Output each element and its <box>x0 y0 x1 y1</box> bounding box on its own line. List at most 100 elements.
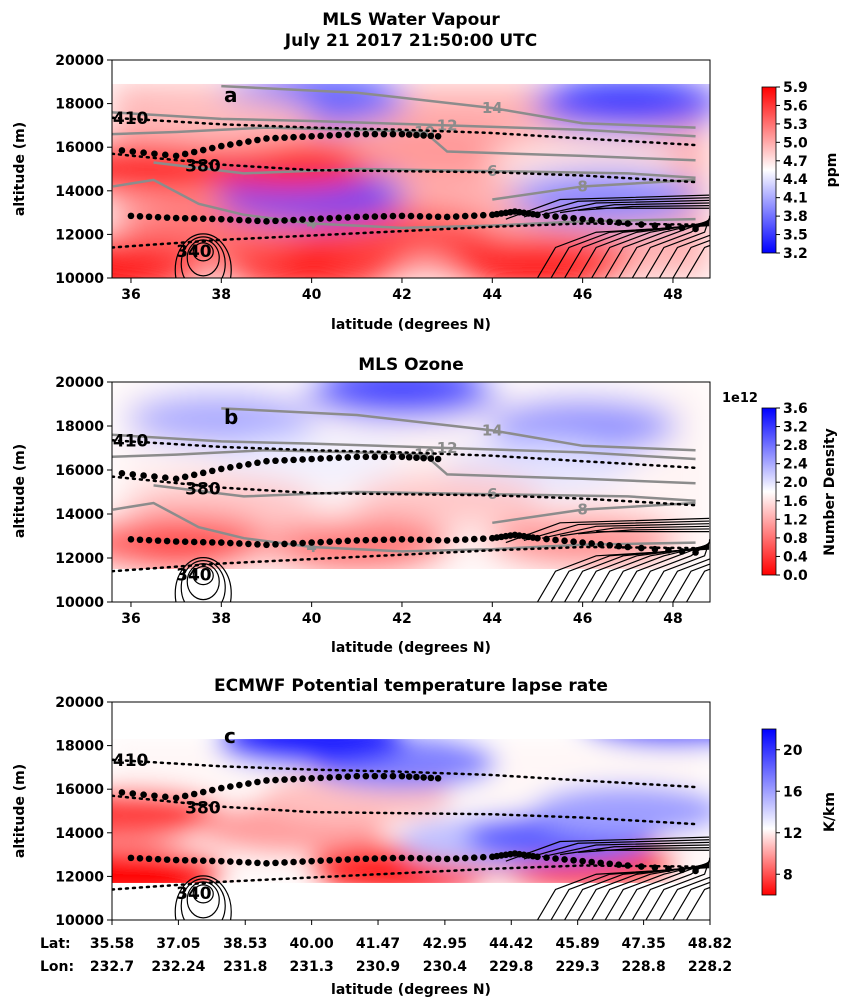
colorbar-tick-label: 3.6 <box>783 401 808 417</box>
tropopause-dot <box>272 134 279 142</box>
tropopause-dot <box>236 858 243 866</box>
convective-contour <box>174 875 232 920</box>
tropopause-dot <box>227 783 234 790</box>
tropopause-dot <box>290 456 297 464</box>
tropopause-dot <box>208 215 216 223</box>
tropopause-dot <box>172 475 180 483</box>
tropopause-dot <box>651 545 659 553</box>
isentrope-label: 410 <box>113 109 149 129</box>
isentrope-line <box>112 116 697 147</box>
tropopause-dot <box>443 213 451 221</box>
panel-b-ylabel: altitude (m) <box>12 444 28 538</box>
tropopause-dot <box>665 865 672 873</box>
heatmap-region <box>487 400 678 452</box>
tropopause-dot <box>344 773 352 780</box>
tropopause-dot <box>290 216 297 224</box>
x-tick-lon-label: 231.8 <box>223 959 267 975</box>
tropopause-dot <box>218 465 225 473</box>
tropopause-dot <box>326 454 334 462</box>
colorbar-tick-label: 0.4 <box>783 549 808 565</box>
heatmap-region <box>261 518 452 571</box>
isentrope-line <box>112 152 697 184</box>
storm-contour <box>523 520 710 541</box>
tropopause-dot <box>452 536 460 544</box>
tropopause-dot <box>236 781 243 789</box>
y-tick-label: 18000 <box>55 97 104 113</box>
x-tick-label: 44 <box>483 611 503 627</box>
tropopause-dot <box>380 855 388 862</box>
tropopause-dot <box>479 853 487 861</box>
tropopause-dot <box>218 857 225 865</box>
tropopause-dot <box>371 855 379 862</box>
panel-b-letter: b <box>224 405 238 429</box>
panel-a-colorbar-label: ppm <box>824 153 840 188</box>
panel-a-title: MLS Water Vapour <box>322 10 500 30</box>
tropopause-dot <box>678 866 686 874</box>
storm-contour <box>618 861 710 920</box>
tropopause-dot <box>588 216 595 224</box>
contour-label: 14 <box>482 99 503 117</box>
contour-label: 4 <box>306 538 316 556</box>
storm-contour <box>672 216 710 278</box>
panel-c-colorbar-ticks: 8 12 16 20 <box>776 743 803 883</box>
x-tick-label: 42 <box>392 611 411 627</box>
panel-a: MLS Water Vapour July 21 2017 21:50:00 U… <box>12 10 840 333</box>
convective-contour <box>192 242 214 262</box>
storm-contour <box>658 540 710 602</box>
y-tick-label: 10000 <box>55 271 104 287</box>
contour-line <box>112 501 696 553</box>
tropopause-dot <box>190 857 198 864</box>
x-tick-lon-label: 230.4 <box>423 959 468 975</box>
tropopause-dot <box>427 455 435 462</box>
x-tick-lat-label: 47.35 <box>621 936 665 952</box>
contour-line <box>221 407 696 452</box>
storm-contour <box>577 864 710 920</box>
isentrope-label: 380 <box>185 480 221 500</box>
tropopause-dot <box>181 538 189 546</box>
tropopause-dot <box>579 857 586 865</box>
tropopause-dot <box>326 132 334 139</box>
tropopause-dot <box>118 789 126 796</box>
tropopause-dot <box>434 455 442 463</box>
tropopause-dot <box>452 855 460 862</box>
isentrope-line <box>112 864 697 891</box>
tropopause-dot <box>254 778 261 786</box>
tropopause-dot <box>236 216 243 224</box>
tropopause-dot <box>427 132 435 140</box>
tropopause-dot <box>344 856 352 863</box>
tropopause-dot <box>534 853 541 861</box>
y-tick-label: 18000 <box>55 419 104 435</box>
tropopause-dot <box>236 462 243 470</box>
tropopause-dot <box>665 547 672 554</box>
panel-b-y-axis: 10000 12000 14000 16000 18000 20000 <box>55 375 112 611</box>
tropopause-dot <box>405 131 413 138</box>
tropopause-dot <box>281 457 288 464</box>
tropopause-dot <box>427 774 435 782</box>
tropopause-dot <box>443 855 451 863</box>
tropopause-dot <box>172 856 180 864</box>
tropopause-dot <box>362 855 370 863</box>
tropopause-dot <box>263 457 270 465</box>
tropopause-dot <box>263 218 270 225</box>
tropopause-dot <box>218 784 225 792</box>
heatmap-blank <box>112 702 710 740</box>
tropopause-dot <box>199 857 207 865</box>
x-tick-lon-label: 232.7 <box>90 959 134 975</box>
panel-a-frame <box>111 59 711 279</box>
tropopause-dot <box>263 860 270 867</box>
panel-c-xlabel: latitude (degrees N) <box>331 982 491 998</box>
tropopause-dot <box>389 453 397 461</box>
contour-line <box>112 448 696 485</box>
panel-c-overlays: 340 380 410 <box>112 751 710 920</box>
tropopause-dot <box>420 774 427 781</box>
tropopause-dot <box>606 218 614 226</box>
storm-contour <box>578 528 710 535</box>
x-tick-lon-label: 232.24 <box>151 959 205 975</box>
tropopause-dot <box>317 455 324 462</box>
contour-line <box>112 178 696 230</box>
tropopause-dot <box>638 863 645 870</box>
contour-label: 8 <box>577 501 587 519</box>
tropopause-dot <box>136 855 144 862</box>
isentrope-line <box>112 222 697 249</box>
